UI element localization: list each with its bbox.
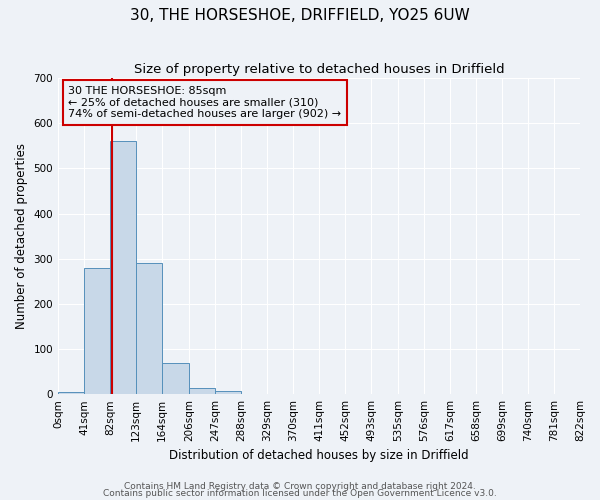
Text: 30, THE HORSESHOE, DRIFFIELD, YO25 6UW: 30, THE HORSESHOE, DRIFFIELD, YO25 6UW (130, 8, 470, 22)
Bar (136, 263, 162, 394)
Text: Contains HM Land Registry data © Crown copyright and database right 2024.: Contains HM Land Registry data © Crown c… (124, 482, 476, 491)
Y-axis label: Number of detached properties: Number of detached properties (15, 143, 28, 329)
Bar (58, 392, 84, 394)
Text: Contains public sector information licensed under the Open Government Licence v3: Contains public sector information licen… (103, 489, 497, 498)
Bar (162, 364, 189, 394)
Title: Size of property relative to detached houses in Driffield: Size of property relative to detached ho… (134, 62, 505, 76)
X-axis label: Distribution of detached houses by size in Driffield: Distribution of detached houses by size … (169, 450, 469, 462)
Bar (84, 268, 110, 394)
Text: 30 THE HORSESHOE: 85sqm
← 25% of detached houses are smaller (310)
74% of semi-d: 30 THE HORSESHOE: 85sqm ← 25% of detache… (68, 86, 341, 119)
Bar (215, 390, 241, 394)
Bar (189, 388, 215, 394)
Bar (110, 142, 136, 394)
